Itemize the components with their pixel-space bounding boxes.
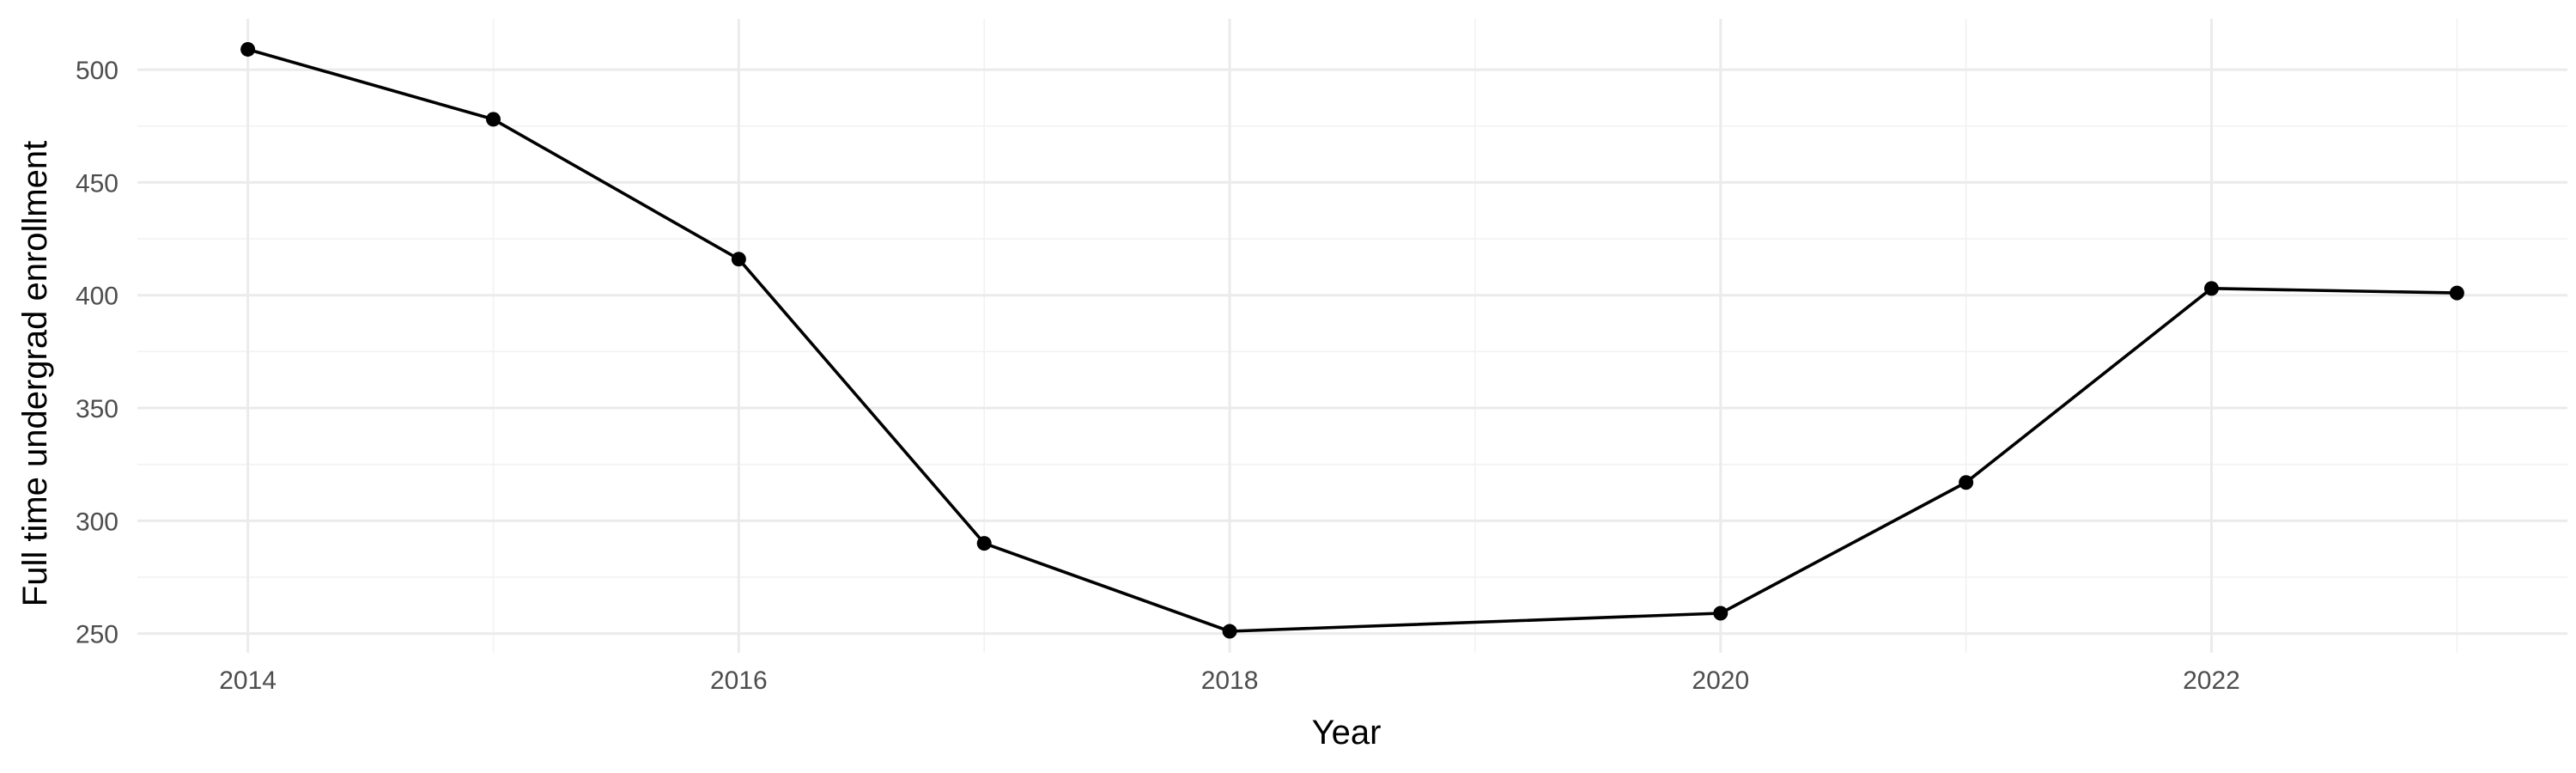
x-tick-label: 2022 bbox=[2183, 666, 2240, 695]
x-tick-label: 2018 bbox=[1201, 666, 1259, 695]
y-tick-label: 250 bbox=[76, 621, 118, 649]
data-point bbox=[485, 112, 501, 127]
x-tick-labels: 2014 2016 2018 2020 2022 bbox=[219, 666, 2240, 695]
y-axis-title: Full time undergrad enrollment bbox=[16, 141, 54, 606]
data-point bbox=[976, 536, 992, 551]
enrollment-series-line bbox=[247, 47, 2458, 633]
data-point bbox=[2449, 285, 2464, 301]
x-tick-label: 2014 bbox=[219, 666, 276, 695]
y-tick-label: 400 bbox=[76, 283, 118, 311]
data-point bbox=[240, 41, 256, 57]
data-points bbox=[240, 41, 2464, 639]
y-tick-label: 500 bbox=[76, 57, 118, 85]
y-tick-label: 350 bbox=[76, 395, 118, 423]
y-tick-labels: 250 300 350 400 450 500 bbox=[76, 57, 118, 649]
data-point bbox=[1713, 606, 1728, 621]
x-tick-label: 2016 bbox=[710, 666, 768, 695]
x-tick-label: 2020 bbox=[1692, 666, 1749, 695]
data-point bbox=[731, 252, 746, 267]
x-axis-title: Year bbox=[1312, 714, 1382, 752]
data-point bbox=[2204, 281, 2220, 296]
data-point bbox=[1222, 624, 1237, 639]
data-point bbox=[1959, 475, 1974, 490]
y-tick-label: 450 bbox=[76, 169, 118, 198]
grid-lines bbox=[137, 19, 2567, 653]
y-tick-label: 300 bbox=[76, 508, 118, 536]
